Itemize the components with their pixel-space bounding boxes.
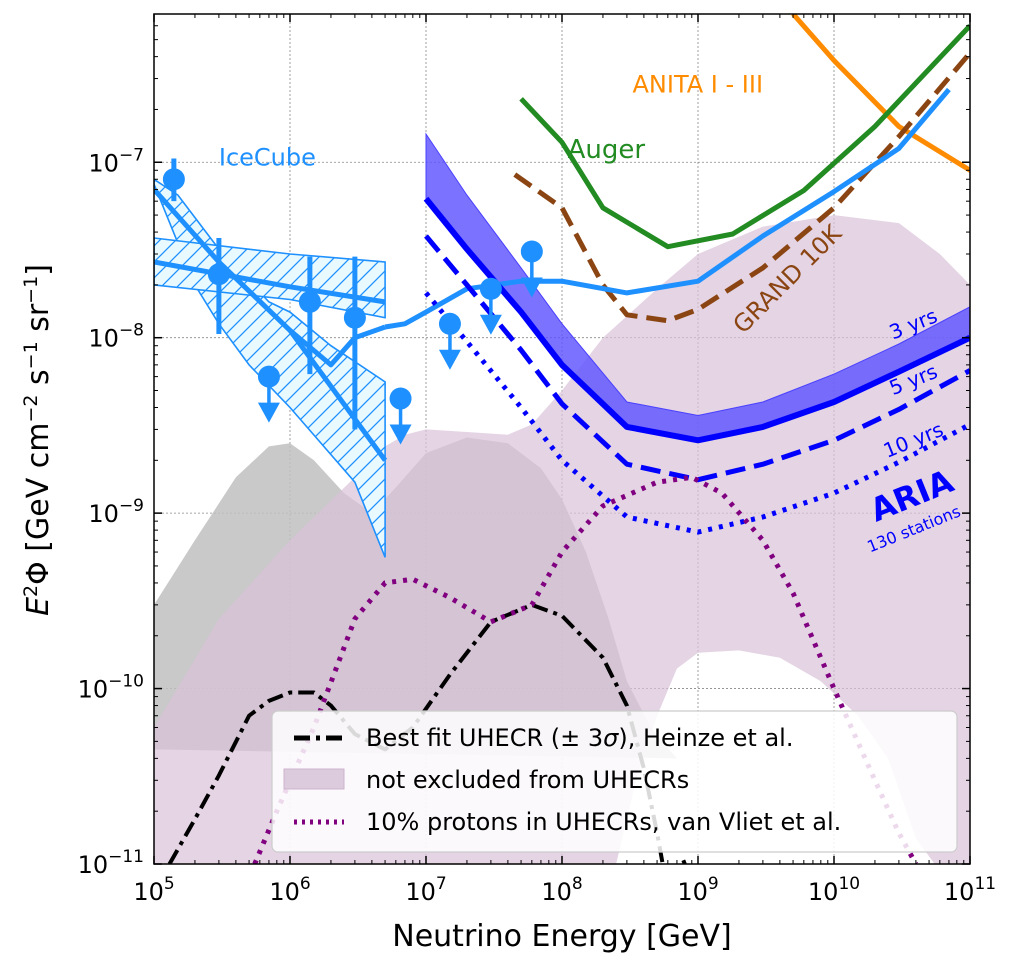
upper-limit-arrow — [438, 349, 461, 370]
y-tick-label: 10−7 — [88, 145, 144, 177]
series-icecube-fit-b — [154, 187, 388, 462]
data-marker — [298, 290, 321, 313]
x-tick-label: 105 — [133, 874, 174, 906]
data-marker — [207, 263, 230, 286]
y-label-sr-exp: −1 — [20, 276, 42, 304]
upper-limit-arrow — [520, 277, 543, 298]
x-tick-label: 1010 — [808, 874, 860, 906]
upper-limit-point — [520, 240, 543, 298]
y-axis-label: E2Φ [GeV cm−2 s−1 sr−1] — [20, 264, 56, 616]
x-tick-label: 106 — [269, 874, 310, 906]
upper-limit-point — [257, 365, 280, 423]
band-icecube-horizontal-band — [154, 237, 386, 319]
data-point — [298, 256, 321, 375]
upper-limit-point — [438, 312, 461, 370]
data-marker — [479, 277, 502, 300]
y-tick-label: 10−9 — [88, 496, 144, 528]
y-tick-label: 10−11 — [78, 847, 144, 879]
legend-label-best-fit: Best fit UHECR (± 3σ), Heinze et al. — [366, 724, 793, 752]
annotation-auger: Auger — [568, 135, 646, 165]
data-marker — [520, 240, 543, 263]
x-tick-label: 1011 — [944, 874, 996, 906]
data-point — [343, 256, 366, 430]
plot-area — [154, 14, 970, 864]
annotation-icecube: IceCube — [219, 143, 316, 171]
series-anita-i-iii — [791, 14, 970, 174]
legend: Best fit UHECR (± 3σ), Heinze et al. not… — [271, 710, 958, 853]
series-icecube-sensitivity — [384, 87, 951, 330]
axis-ticks: 105 106 107 108 109 1010 1011 10−11 10−10 10−9 10−… — [78, 14, 996, 906]
y-label-sr: sr — [21, 303, 56, 341]
x-tick-label: 109 — [677, 874, 718, 906]
upper-limit-point — [389, 387, 412, 445]
data-point — [207, 238, 230, 334]
legend-label-protons: 10% protons in UHECRs, van Vliet et al. — [366, 808, 841, 836]
upper-limit-arrow — [257, 402, 280, 423]
upper-limit-point — [479, 277, 502, 335]
y-label-e-exp: 2 — [20, 585, 42, 597]
series-aria-10-yrs — [424, 291, 970, 535]
y-label-s: s — [21, 369, 56, 394]
legend-box — [271, 710, 958, 853]
legend-label-not-excluded: not excluded from UHECRs — [366, 766, 689, 794]
y-tick-label: 10−8 — [88, 321, 144, 353]
series-auger — [519, 23, 970, 250]
y-label-s-exp: −1 — [20, 341, 42, 369]
data-marker — [438, 312, 461, 335]
area-not-excluded-from-uhecrs — [154, 215, 970, 864]
y-label-cm-exp: −2 — [20, 395, 42, 423]
annotation-anita-i-iii: ANITA I - III — [633, 70, 764, 98]
x-axis-label: Neutrino Energy [GeV] — [392, 919, 731, 954]
data-marker — [343, 306, 366, 329]
y-label-close: ] — [21, 264, 56, 276]
data-marker — [389, 387, 412, 410]
upper-limit-arrow — [389, 424, 412, 445]
y-label-phi: Φ [GeV cm — [21, 423, 56, 585]
series-best-fit-uhecr — [167, 602, 665, 864]
y-tick-label: 10−10 — [78, 672, 144, 704]
series-10-protons-in-uhecrs — [252, 474, 919, 864]
legend-swatch-not-excluded — [283, 768, 345, 790]
data-marker — [162, 168, 185, 191]
upper-limit-arrow — [479, 314, 502, 335]
data-marker — [257, 365, 280, 388]
y-label-e: E — [21, 597, 56, 616]
data-point — [162, 158, 185, 202]
x-tick-label: 107 — [405, 874, 446, 906]
x-tick-label: 108 — [541, 874, 582, 906]
